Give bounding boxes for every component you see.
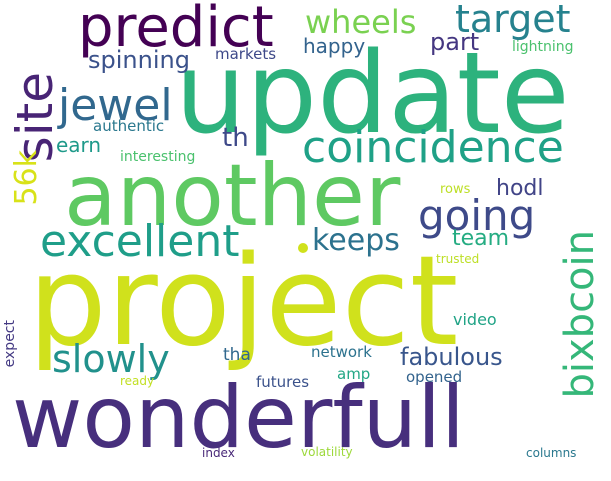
word-th: th <box>222 123 249 153</box>
word-happy: happy <box>303 34 366 58</box>
word-bixbcoin: bixbcoin <box>557 230 603 399</box>
word-coincidence: coincidence <box>302 122 564 173</box>
word-wheels: wheels <box>305 3 417 41</box>
word-authentic: authentic <box>93 117 165 135</box>
word-columns: columns <box>526 446 577 460</box>
word-hodl: hodl <box>496 176 544 201</box>
word-volatility: volatility <box>301 445 353 459</box>
word-keeps: keeps <box>312 223 400 258</box>
word-jewel: jewel <box>58 80 173 131</box>
word-fabulous: fabulous <box>400 343 503 371</box>
word-project: project <box>28 230 459 374</box>
word-expect: expect <box>2 320 18 368</box>
word-slowly: slowly <box>52 337 170 381</box>
word-network: network <box>311 343 372 361</box>
word-tha: tha <box>223 345 251 365</box>
word-index: index <box>202 446 235 460</box>
word-video: video <box>453 310 497 329</box>
word-amp: amp <box>337 365 371 383</box>
word-futures: futures <box>256 373 310 391</box>
word-earn: earn <box>56 133 102 157</box>
word-predict: predict <box>78 0 274 60</box>
word-ready: ready <box>120 374 155 388</box>
word-another: another <box>64 146 401 246</box>
word-trusted: trusted <box>436 252 480 266</box>
word-markets: markets <box>215 45 277 63</box>
word-rows: rows <box>440 182 471 197</box>
word-spinning: spinning <box>88 46 190 74</box>
word-target: target <box>455 0 571 41</box>
word-update: update <box>175 29 570 159</box>
word-team: team <box>452 226 510 251</box>
word-going: going <box>418 191 536 240</box>
word-lightning: lightning <box>512 39 574 55</box>
word-excellent: excellent <box>40 216 240 267</box>
word-wonderfull: wonderfull <box>12 368 465 468</box>
word-part: part <box>430 28 480 56</box>
word-opened: opened <box>406 368 463 386</box>
word-56k: 56k <box>9 150 44 206</box>
dot-mark <box>298 243 308 253</box>
word-interesting: interesting <box>120 149 196 165</box>
